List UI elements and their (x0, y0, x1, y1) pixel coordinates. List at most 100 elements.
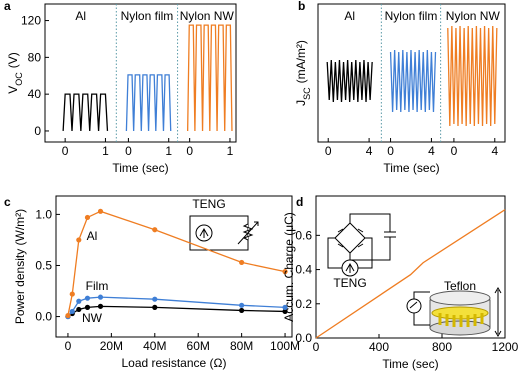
series-line (67, 210, 286, 316)
nanowire-rods (438, 313, 484, 327)
series-label: Nylon film (385, 9, 438, 23)
x-axis-label: Time (sec) (112, 161, 168, 175)
signal-line (125, 74, 172, 131)
signal-line (447, 25, 498, 127)
plot-frame (55, 195, 293, 338)
y-tick-label: 1.0 (35, 207, 52, 221)
x-axis-label: Load resistance (Ω) (121, 356, 226, 370)
x-tick-label: 0 (387, 144, 394, 158)
x-tick-label: 100M (270, 339, 300, 353)
data-point (152, 296, 158, 302)
signal-line (326, 59, 373, 103)
x-tick-label: 4 (491, 144, 498, 158)
x-tick-label: 4 (428, 144, 435, 158)
inset-label: Teflon (444, 279, 476, 293)
series-label: Nylon NW (446, 9, 501, 23)
series-label: Nylon NW (180, 9, 235, 23)
rectifier-inset (327, 213, 396, 277)
x-tick-label: 1 (227, 144, 234, 158)
signal-line (389, 49, 437, 113)
x-tick-label: 0 (125, 144, 132, 158)
series-label: Al (87, 229, 98, 243)
data-point (84, 304, 91, 310)
y-tick-label: 40 (28, 87, 42, 101)
data-point (76, 306, 82, 313)
data-point (239, 307, 245, 314)
panel-label: d (296, 195, 303, 209)
y-tick-label: 80 (28, 50, 42, 64)
x-tick-label: 4 (366, 144, 373, 158)
data-point (69, 291, 75, 297)
teflon-layer (429, 290, 491, 306)
x-tick-label: 1 (102, 144, 109, 158)
inset-label: TENG (192, 197, 225, 211)
y-tick-label: 0.2 (295, 297, 312, 311)
x-tick-label: 1 (165, 144, 172, 158)
meter-wires (409, 291, 430, 326)
x-axis-label: Time (sec) (383, 161, 439, 175)
data-point (282, 308, 288, 315)
y-axis-label: Power density (W/m²) (13, 209, 27, 324)
x-tick-label: 0 (313, 340, 320, 354)
x-tick-label: 0 (62, 144, 69, 158)
y-axis-label-unit: (V) (6, 52, 20, 68)
x-axis-label: Time (sec) (382, 357, 438, 371)
teng-glyph (345, 262, 355, 273)
resistor (242, 223, 254, 241)
motion-arrow (494, 287, 502, 337)
y-tick-label: 0.0 (35, 310, 52, 324)
data-point (282, 269, 288, 275)
data-point (97, 294, 104, 300)
data-point (239, 259, 245, 266)
plot-frame (317, 3, 506, 143)
teng-glyph (199, 227, 209, 238)
y-axis-label: VOC (V) (6, 52, 24, 94)
data-point (97, 303, 104, 309)
x-tick-label: 40M (143, 339, 166, 353)
data-point (76, 298, 82, 304)
plot-frame (44, 3, 237, 143)
wires (327, 213, 396, 269)
data-point (97, 208, 104, 214)
data-point (152, 304, 158, 310)
x-tick-label: 1200 (492, 340, 519, 354)
y-axis-label-sub: SC (302, 87, 312, 100)
x-tick-label: 400 (369, 340, 389, 354)
y-axis-label-main: V (6, 86, 20, 94)
panel-label: c (4, 195, 11, 209)
y-axis-label-main: J (294, 100, 308, 106)
bridge (334, 222, 366, 254)
y-tick-label: 120 (21, 14, 41, 28)
panel-label: b (298, 0, 305, 13)
y-axis-label: JSC (mA/m²) (294, 40, 312, 106)
series-label: Film (86, 279, 109, 293)
circuit-inset (189, 215, 259, 251)
series-line (315, 209, 506, 339)
data-point (84, 295, 91, 301)
data-point (239, 302, 245, 308)
series-label: Al (344, 9, 355, 23)
series-label: NW (82, 311, 103, 325)
y-tick-label: 0 (34, 124, 41, 138)
panel-label: a (4, 0, 11, 13)
data-point (65, 312, 71, 319)
x-tick-label: 0 (451, 144, 458, 158)
data-point (152, 227, 158, 233)
diodes (337, 228, 364, 248)
signal-line (62, 93, 109, 131)
y-axis-label-sub: OC (14, 72, 24, 86)
device-inset (406, 287, 502, 337)
y-axis-label: Accum. Charge (μC) (282, 212, 296, 322)
series-label: Al (75, 9, 86, 23)
x-tick-label: 20M (100, 339, 123, 353)
x-tick-label: 800 (432, 340, 452, 354)
x-tick-label: 80M (230, 339, 253, 353)
signal-line (187, 24, 233, 131)
x-tick-label: 0 (325, 144, 332, 158)
plot-frame (315, 195, 506, 339)
series-label: Nylon film (121, 9, 174, 23)
x-tick-label: 0 (65, 339, 72, 353)
y-tick-label: 0.6 (295, 228, 312, 242)
data-point (76, 237, 82, 243)
